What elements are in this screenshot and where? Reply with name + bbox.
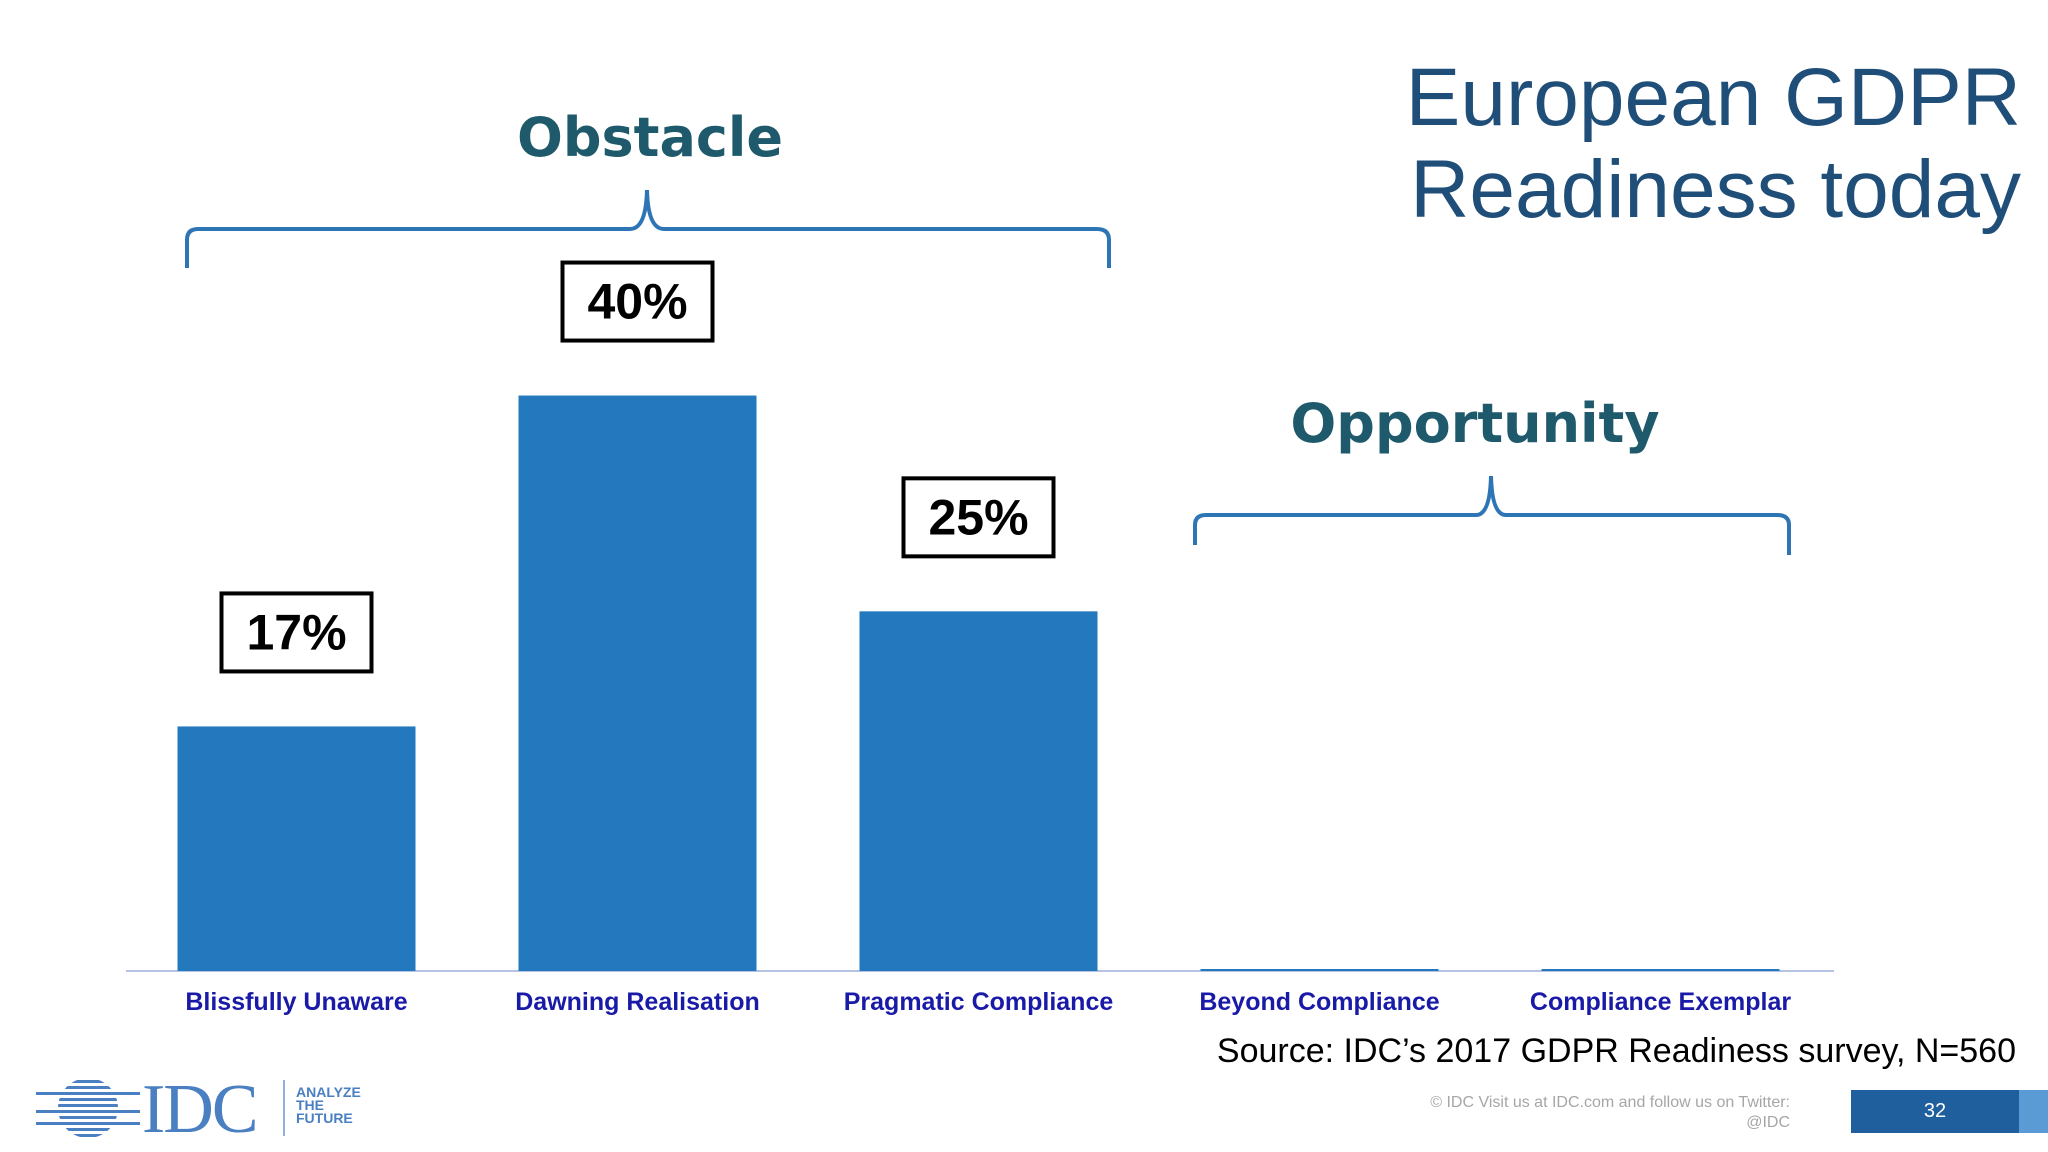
data-label: 40% [587,274,687,330]
data-label: 25% [928,489,1028,545]
category-label: Pragmatic Compliance [844,988,1114,1016]
obstacle-bracket [185,189,1111,268]
footer-note-line-1: © IDC Visit us at IDC.com and follow us … [1430,1094,1790,1111]
data-label-box [219,591,374,674]
bar-compliance-exemplar [1541,969,1780,971]
page-number: 32 [1851,1090,2019,1133]
category-label: Beyond Compliance [1199,988,1439,1016]
bar-blissfully-unaware [177,726,416,971]
source-note: Source: IDC’s 2017 GDPR Readiness survey… [1216,1032,2016,1070]
logo-tagline-1: ANALYZE [296,1084,361,1100]
logo-wordmark: IDC [142,1071,259,1148]
logo-divider [283,1080,285,1136]
logo-tagline-2: THE [296,1097,324,1113]
opportunity-label: Opportunity [1290,392,1660,455]
category-label: Dawning Realisation [515,988,759,1016]
title-line-2: Readiness today [1410,144,2021,235]
bar-beyond-compliance [1200,969,1439,971]
data-label-box [560,260,715,343]
data-label-box [901,476,1056,559]
obstacle-label: Obstacle [516,106,784,169]
footer-note-line-2: @IDC [1746,1114,1790,1131]
globe-icon [36,1080,140,1137]
bar-pragmatic-compliance [859,611,1098,971]
category-label: Blissfully Unaware [185,988,407,1016]
title-line-1: European GDPR [1405,52,2021,143]
opportunity-bracket [1193,475,1791,555]
data-label: 17% [246,604,346,660]
footer-note: © IDC Visit us at IDC.com and follow us … [1330,1093,1790,1133]
slide-title: European GDPR Readiness today [1321,52,2021,236]
bar-dawning-realisation [518,395,757,972]
logo-tagline-3: FUTURE [296,1110,353,1126]
idc-logo: IDC ANALYZE THE FUTURE [36,1071,376,1148]
logo-tagline: ANALYZE THE FUTURE [296,1084,361,1126]
page-number-accent [2019,1090,2048,1133]
category-label: Compliance Exemplar [1530,988,1791,1016]
